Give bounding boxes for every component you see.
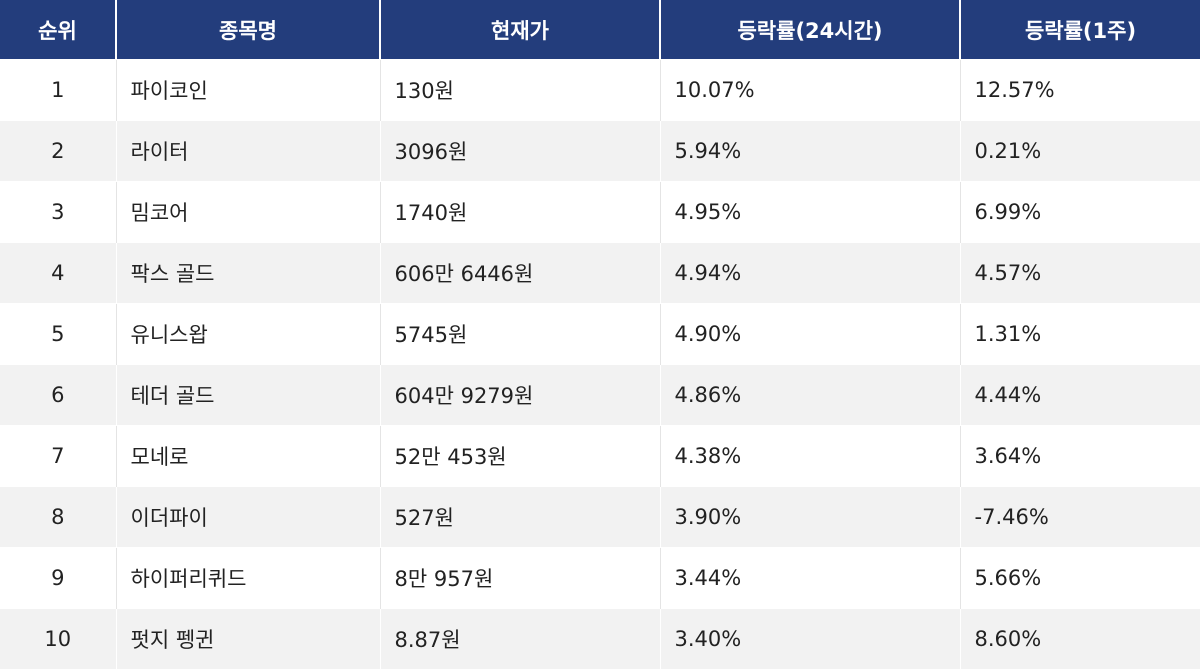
table-cell: 이더파이 bbox=[116, 487, 380, 548]
header-cell: 종목명 bbox=[116, 0, 380, 60]
table-cell: -7.46% bbox=[960, 487, 1200, 548]
table-cell: 604만 9279원 bbox=[380, 365, 660, 426]
table-cell: 모네로 bbox=[116, 426, 380, 487]
table-cell: 5.66% bbox=[960, 548, 1200, 609]
table-cell: 8만 957원 bbox=[380, 548, 660, 609]
table-cell: 1 bbox=[0, 60, 116, 121]
table-cell: 4.94% bbox=[660, 243, 960, 304]
table-cell: 527원 bbox=[380, 487, 660, 548]
header-cell: 등락률(1주) bbox=[960, 0, 1200, 60]
table-cell: 파이코인 bbox=[116, 60, 380, 121]
table-cell: 4.38% bbox=[660, 426, 960, 487]
table-cell: 3.64% bbox=[960, 426, 1200, 487]
table-cell: 5.94% bbox=[660, 121, 960, 182]
table-cell: 4.90% bbox=[660, 304, 960, 365]
table-cell: 4.44% bbox=[960, 365, 1200, 426]
table-cell: 5 bbox=[0, 304, 116, 365]
table-cell: 606만 6446원 bbox=[380, 243, 660, 304]
table-cell: 6 bbox=[0, 365, 116, 426]
table-cell: 1740원 bbox=[380, 182, 660, 243]
table-cell: 3 bbox=[0, 182, 116, 243]
table-cell: 3.40% bbox=[660, 609, 960, 669]
table-cell: 팍스 골드 bbox=[116, 243, 380, 304]
table-cell: 7 bbox=[0, 426, 116, 487]
table-cell: 1.31% bbox=[960, 304, 1200, 365]
table-cell: 4 bbox=[0, 243, 116, 304]
table-cell: 2 bbox=[0, 121, 116, 182]
table-cell: 유니스왑 bbox=[116, 304, 380, 365]
table-cell: 130원 bbox=[380, 60, 660, 121]
table-cell: 3.90% bbox=[660, 487, 960, 548]
table-cell: 3.44% bbox=[660, 548, 960, 609]
table-cell: 9 bbox=[0, 548, 116, 609]
table-cell: 0.21% bbox=[960, 121, 1200, 182]
table-cell: 12.57% bbox=[960, 60, 1200, 121]
table-cell: 6.99% bbox=[960, 182, 1200, 243]
table-cell: 8.60% bbox=[960, 609, 1200, 669]
table-cell: 4.57% bbox=[960, 243, 1200, 304]
table-cell: 10.07% bbox=[660, 60, 960, 121]
table-cell: 8.87원 bbox=[380, 609, 660, 669]
table-cell: 밈코어 bbox=[116, 182, 380, 243]
table-cell: 52만 453원 bbox=[380, 426, 660, 487]
table-cell: 4.86% bbox=[660, 365, 960, 426]
table-cell: 테더 골드 bbox=[116, 365, 380, 426]
table-cell: 10 bbox=[0, 609, 116, 669]
table-cell: 펏지 펭귄 bbox=[116, 609, 380, 669]
header-cell: 등락률(24시간) bbox=[660, 0, 960, 60]
table-cell: 하이퍼리퀴드 bbox=[116, 548, 380, 609]
header-cell: 순위 bbox=[0, 0, 116, 60]
header-cell: 현재가 bbox=[380, 0, 660, 60]
table-cell: 8 bbox=[0, 487, 116, 548]
table-cell: 5745원 bbox=[380, 304, 660, 365]
table-cell: 4.95% bbox=[660, 182, 960, 243]
table-cell: 라이터 bbox=[116, 121, 380, 182]
table-cell: 3096원 bbox=[380, 121, 660, 182]
